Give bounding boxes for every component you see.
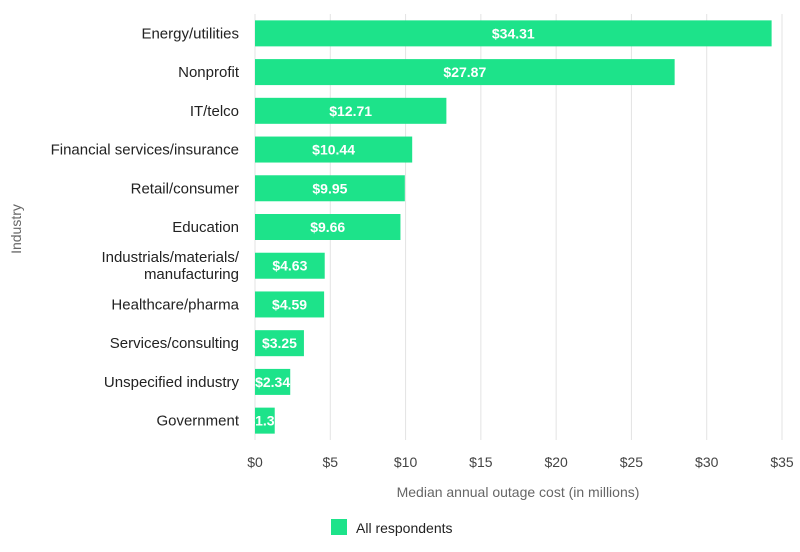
bar (255, 214, 401, 240)
category-label: Retail/consumer (131, 180, 239, 197)
category-label: Healthcare/pharma (111, 296, 239, 313)
category-labels: Energy/utilities Nonprofit IT/telco Financi… (51, 25, 240, 429)
bar (255, 291, 325, 318)
bar (255, 20, 772, 47)
bar (255, 407, 275, 434)
category-label: Energy/utilities (141, 25, 239, 42)
x-tick-labels: $0 $5 $10 $15 $20 $25 $30 $35 (247, 454, 794, 470)
legend-swatch (331, 519, 347, 535)
x-tick-label: $5 (322, 454, 338, 470)
x-tick-label: $25 (620, 454, 644, 470)
x-tick-label: $20 (544, 454, 568, 470)
x-tick-label: $0 (247, 454, 263, 470)
bar-value-label: $2.34 (255, 374, 290, 390)
x-axis-title: Median annual outage cost (in millions) (397, 484, 640, 500)
bars: $34.31 $27.87 $12.71 $10.44 $9.95 $9.66 $4.63 $… (247, 20, 772, 434)
category-label: Government (156, 413, 239, 430)
bar-value-label: $1.31 (247, 413, 282, 429)
x-tick-label: $30 (695, 454, 719, 470)
bar (255, 330, 304, 357)
x-tick-label: $10 (394, 454, 418, 470)
bar-value-label: $34.31 (492, 25, 535, 41)
bar (255, 175, 405, 202)
bar (255, 136, 413, 163)
x-tick-label: $35 (770, 454, 794, 470)
category-label: Unspecified industry (104, 374, 240, 391)
category-label: IT/telco (190, 103, 239, 120)
bar (255, 368, 291, 395)
legend-label: All respondents (356, 520, 453, 536)
bar (255, 97, 447, 124)
bar-value-label: $27.87 (443, 64, 486, 80)
category-label: Services/consulting (110, 335, 239, 352)
bar-value-label: $10.44 (312, 142, 355, 158)
category-label: Financial services/insurance (51, 142, 239, 159)
bar-value-label: $12.71 (329, 103, 372, 119)
bar (255, 59, 675, 86)
bar (255, 252, 325, 279)
category-label: Education (172, 219, 239, 236)
bar-value-label: $4.63 (272, 258, 307, 274)
category-label: Nonprofit (178, 64, 240, 81)
bar-value-label: $9.95 (312, 180, 347, 196)
bar-value-label: $4.59 (272, 296, 307, 312)
x-tick-label: $15 (469, 454, 493, 470)
category-label: Industrials/materials/manufacturing (101, 249, 239, 283)
legend: All respondents (331, 519, 453, 536)
bar-value-label: $9.66 (310, 219, 345, 235)
bar-value-label: $3.25 (262, 335, 297, 351)
y-axis-title: Industry (8, 204, 24, 254)
